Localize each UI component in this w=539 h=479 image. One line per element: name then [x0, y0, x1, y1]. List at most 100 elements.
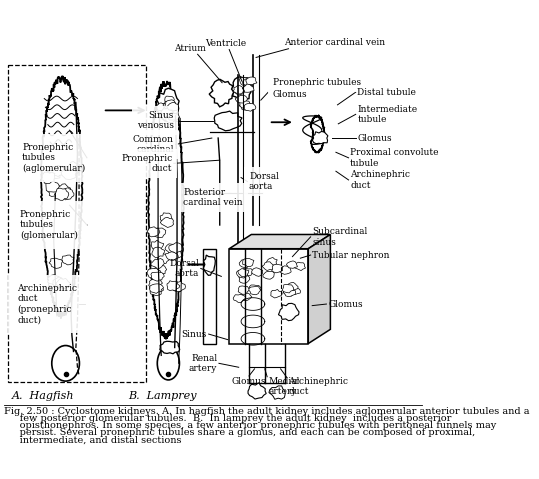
Text: Distal tubule: Distal tubule [357, 88, 416, 97]
Polygon shape [279, 266, 291, 274]
Polygon shape [61, 169, 77, 180]
Polygon shape [209, 80, 234, 107]
Polygon shape [214, 111, 242, 131]
Polygon shape [53, 277, 66, 288]
Polygon shape [151, 259, 164, 269]
Polygon shape [239, 77, 250, 86]
Polygon shape [241, 269, 253, 275]
Text: Renal
artery: Renal artery [189, 354, 217, 373]
Polygon shape [160, 217, 174, 228]
Polygon shape [60, 188, 74, 200]
Polygon shape [48, 186, 63, 197]
Polygon shape [41, 76, 82, 319]
Polygon shape [271, 289, 282, 298]
Polygon shape [56, 278, 71, 289]
Polygon shape [310, 115, 324, 153]
Text: Atrium: Atrium [174, 44, 206, 53]
Polygon shape [233, 295, 246, 303]
Polygon shape [288, 288, 301, 295]
Polygon shape [163, 101, 175, 109]
Polygon shape [54, 188, 69, 200]
Polygon shape [239, 275, 250, 283]
Polygon shape [171, 281, 185, 292]
Polygon shape [244, 103, 256, 111]
Polygon shape [169, 250, 182, 260]
Polygon shape [287, 283, 298, 291]
Text: Common
cardinal: Common cardinal [133, 135, 174, 154]
Text: Intermediate
tubule: Intermediate tubule [357, 104, 417, 124]
Text: Subcardinal
sinus: Subcardinal sinus [312, 227, 368, 247]
Polygon shape [238, 269, 249, 277]
Polygon shape [165, 96, 174, 104]
Polygon shape [42, 172, 55, 183]
Polygon shape [239, 259, 251, 268]
Polygon shape [269, 386, 285, 399]
Polygon shape [165, 244, 178, 254]
Polygon shape [49, 277, 63, 288]
Polygon shape [235, 95, 247, 103]
Polygon shape [150, 284, 164, 293]
Polygon shape [153, 264, 167, 274]
Polygon shape [232, 77, 251, 102]
Bar [229, 249, 308, 343]
Polygon shape [151, 240, 164, 250]
Text: few posterior glomerular tubules.  B.  In lamprey the adult kidney  includes a p: few posterior glomerular tubules. B. In … [4, 414, 451, 423]
Text: Fig. 2.50 : Cyclostome kidneys. A. In hagfish the adult kidney includes aglomeru: Fig. 2.50 : Cyclostome kidneys. A. In ha… [4, 407, 529, 416]
Polygon shape [239, 101, 252, 110]
Polygon shape [240, 100, 252, 109]
Polygon shape [272, 264, 282, 273]
Polygon shape [165, 100, 176, 109]
Polygon shape [62, 255, 74, 265]
Text: Glomus: Glomus [232, 377, 266, 386]
Polygon shape [233, 88, 245, 95]
Bar [203, 249, 216, 343]
Polygon shape [147, 268, 161, 278]
Polygon shape [46, 181, 59, 192]
Ellipse shape [157, 347, 179, 380]
Polygon shape [149, 279, 163, 288]
Polygon shape [243, 259, 254, 267]
Polygon shape [46, 168, 61, 180]
Polygon shape [156, 103, 167, 111]
Text: Archinephric
duct: Archinephric duct [288, 377, 349, 396]
Polygon shape [169, 242, 183, 253]
Polygon shape [286, 261, 298, 268]
Text: Archinephric
duct
(pronephric
duct): Archinephric duct (pronephric duct) [17, 284, 78, 324]
Text: A.  Hagfish: A. Hagfish [12, 391, 75, 401]
Polygon shape [165, 114, 177, 123]
Polygon shape [164, 103, 172, 111]
Polygon shape [153, 228, 166, 238]
Polygon shape [294, 262, 306, 271]
Polygon shape [240, 293, 252, 301]
Text: Ventricle: Ventricle [205, 39, 246, 48]
Polygon shape [166, 113, 178, 121]
Polygon shape [49, 165, 64, 177]
Polygon shape [283, 289, 296, 297]
Polygon shape [237, 270, 247, 278]
Polygon shape [249, 285, 261, 293]
Polygon shape [233, 86, 244, 94]
Text: Archinephric
duct: Archinephric duct [350, 170, 410, 190]
Polygon shape [157, 253, 170, 263]
Text: Glomus: Glomus [273, 90, 307, 99]
Polygon shape [47, 274, 61, 285]
Polygon shape [161, 109, 173, 117]
Polygon shape [313, 131, 328, 144]
Text: intermediate, and distal sections: intermediate, and distal sections [4, 435, 182, 444]
Polygon shape [149, 286, 163, 296]
Text: Dorsal
aorta: Dorsal aorta [249, 172, 279, 191]
Polygon shape [282, 285, 294, 293]
Text: Medial
artery: Medial artery [269, 377, 300, 396]
Polygon shape [238, 286, 250, 294]
Polygon shape [164, 105, 175, 114]
Polygon shape [49, 258, 63, 268]
Polygon shape [252, 268, 262, 276]
Text: Anterior cardinal vein: Anterior cardinal vein [285, 38, 386, 47]
Polygon shape [167, 113, 179, 120]
Text: Pronephric
duct: Pronephric duct [121, 154, 172, 173]
Text: Sinus: Sinus [182, 330, 207, 339]
Polygon shape [156, 88, 179, 121]
Polygon shape [203, 255, 215, 275]
Text: Glomus: Glomus [357, 134, 392, 143]
Polygon shape [66, 161, 82, 174]
